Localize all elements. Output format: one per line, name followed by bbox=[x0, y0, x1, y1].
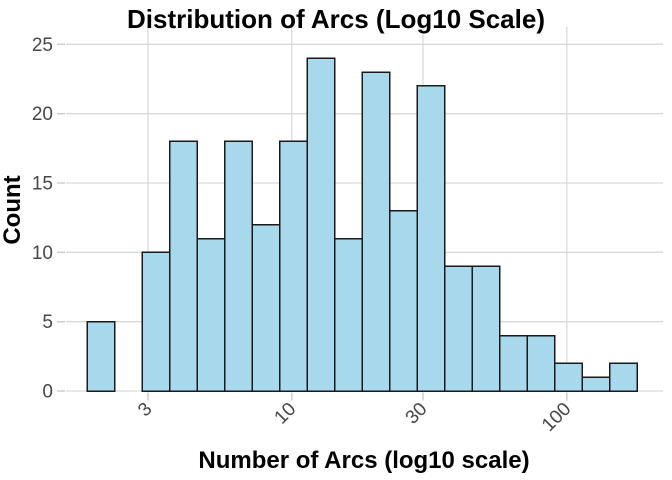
histogram-bar bbox=[444, 265, 474, 392]
x-tick-label: 3 bbox=[134, 399, 156, 421]
y-tick-label: 20 bbox=[32, 104, 53, 125]
histogram-bar bbox=[196, 237, 226, 392]
histogram-bar bbox=[389, 209, 419, 392]
x-tick-label: 30 bbox=[402, 399, 432, 429]
histogram-bar bbox=[361, 71, 391, 392]
histogram-bar bbox=[416, 85, 446, 392]
histogram-bar bbox=[224, 140, 254, 392]
y-tick-label: 10 bbox=[32, 243, 53, 264]
histogram-bar bbox=[499, 334, 529, 392]
y-tick-label: 5 bbox=[42, 312, 53, 333]
histogram-bar bbox=[581, 376, 611, 392]
histogram-bar bbox=[334, 237, 364, 392]
histogram-bar bbox=[306, 57, 336, 392]
y-axis-title: Count bbox=[0, 175, 26, 244]
histogram-bar bbox=[86, 320, 116, 392]
y-tick-label: 25 bbox=[32, 35, 53, 56]
histogram-bar bbox=[141, 251, 171, 392]
x-tick-label: 10 bbox=[271, 399, 301, 429]
axis-tick-marks bbox=[57, 43, 568, 401]
histogram-bar bbox=[251, 223, 281, 392]
plot-title: Distribution of Arcs (Log10 Scale) bbox=[127, 4, 545, 34]
histogram-bar bbox=[526, 334, 556, 392]
histogram-bar bbox=[471, 265, 501, 392]
y-tick-label: 0 bbox=[42, 382, 53, 403]
histogram-bar bbox=[609, 362, 639, 392]
x-tick-label: 100 bbox=[538, 399, 575, 436]
x-axis-title: Number of Arcs (log10 scale) bbox=[198, 447, 529, 474]
histogram-bar bbox=[554, 362, 584, 392]
histogram-bars bbox=[86, 57, 639, 392]
histogram-bar bbox=[279, 140, 309, 392]
histogram-bar bbox=[169, 140, 199, 392]
y-tick-label: 15 bbox=[32, 174, 53, 195]
